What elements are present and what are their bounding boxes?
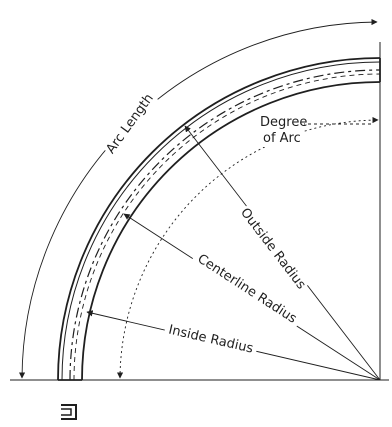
inside-radius-label: Inside Radius	[167, 323, 255, 357]
degree-of-arc-label-line1: Degree	[260, 115, 307, 130]
inside-radius-label-backdrop	[162, 322, 259, 360]
degree-of-arc-dimension	[116, 116, 379, 379]
outside-wall-arc	[57, 57, 381, 381]
centerline-dashed-arc	[73, 73, 381, 381]
degree-of-arc-label-line2: of Arc	[263, 131, 301, 146]
channel-section-icon	[61, 404, 77, 420]
arc-length-dimension	[18, 18, 378, 379]
arc-length-label: Arc Length	[104, 91, 157, 157]
outside-radius-label-backdrop	[234, 205, 309, 295]
inner-flange-arc	[61, 61, 381, 381]
outside-radius-label: Outside Radius	[237, 205, 309, 292]
centerline-radius-label-backdrop	[189, 249, 303, 331]
degree-label-backdrop	[258, 113, 304, 147]
arc-length-label-backdrop	[103, 90, 160, 159]
